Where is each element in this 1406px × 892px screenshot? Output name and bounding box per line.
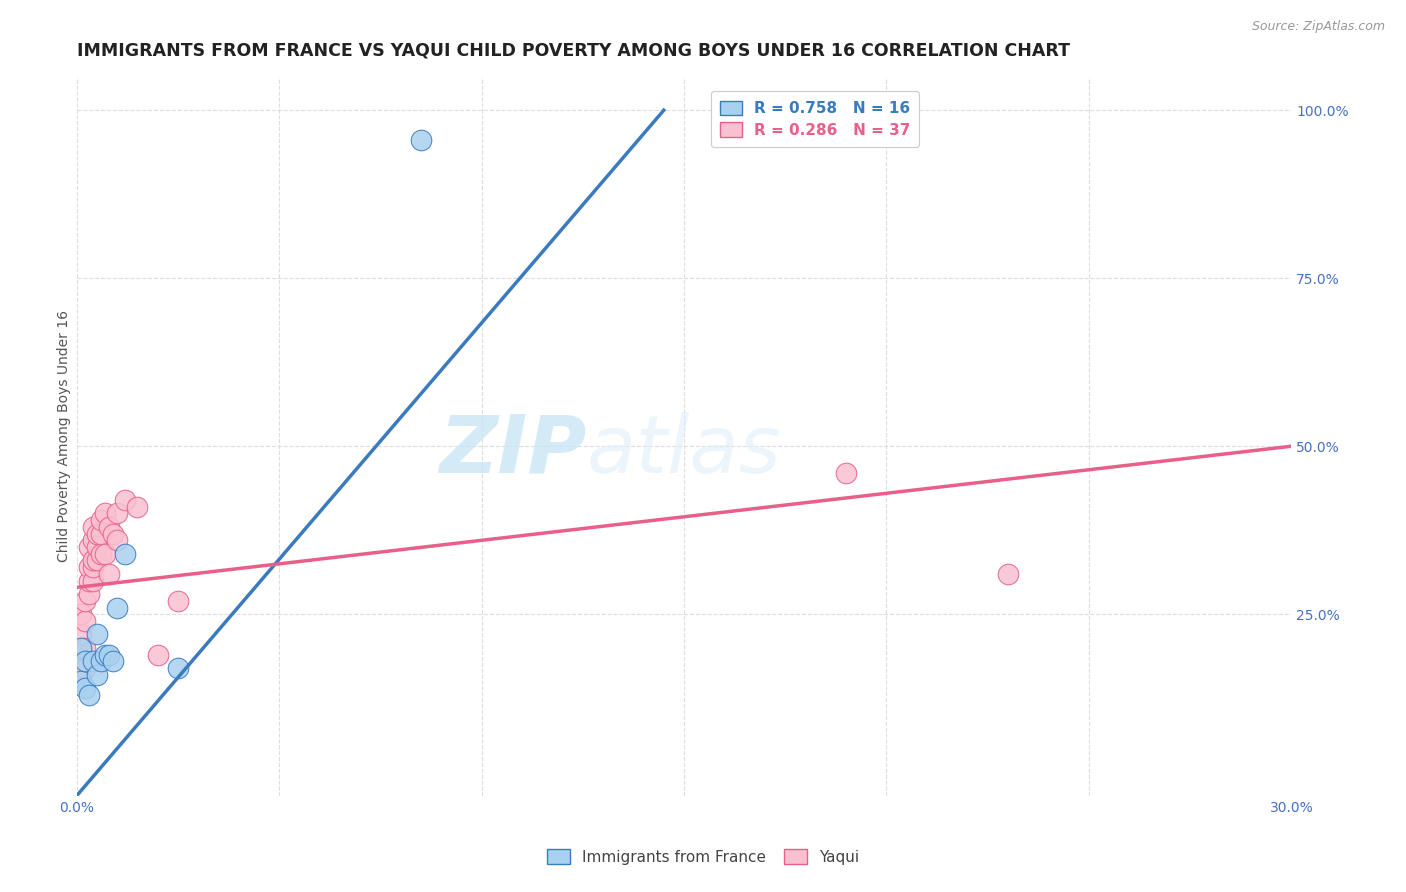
- Point: [167, 661, 190, 675]
- Point: [73, 661, 96, 675]
- Point: [69, 607, 91, 622]
- Point: [69, 627, 91, 641]
- Point: [997, 566, 1019, 581]
- Point: [82, 533, 104, 548]
- Point: [146, 648, 169, 662]
- Point: [73, 594, 96, 608]
- Point: [86, 526, 108, 541]
- Point: [77, 560, 100, 574]
- Point: [105, 507, 128, 521]
- Text: atlas: atlas: [586, 411, 782, 490]
- Point: [90, 547, 112, 561]
- Point: [82, 654, 104, 668]
- Point: [105, 600, 128, 615]
- Point: [835, 466, 858, 480]
- Point: [77, 587, 100, 601]
- Text: Source: ZipAtlas.com: Source: ZipAtlas.com: [1251, 20, 1385, 33]
- Legend: Immigrants from France, Yaqui: Immigrants from France, Yaqui: [540, 843, 866, 871]
- Point: [69, 654, 91, 668]
- Point: [98, 648, 121, 662]
- Point: [94, 547, 117, 561]
- Point: [82, 553, 104, 567]
- Point: [127, 500, 149, 514]
- Point: [90, 526, 112, 541]
- Point: [94, 648, 117, 662]
- Point: [94, 507, 117, 521]
- Point: [86, 667, 108, 681]
- Point: [114, 493, 136, 508]
- Point: [77, 688, 100, 702]
- Point: [69, 674, 91, 689]
- Point: [73, 640, 96, 655]
- Point: [69, 674, 91, 689]
- Point: [82, 574, 104, 588]
- Point: [86, 627, 108, 641]
- Point: [98, 566, 121, 581]
- Point: [90, 654, 112, 668]
- Point: [86, 553, 108, 567]
- Point: [98, 520, 121, 534]
- Point: [73, 681, 96, 695]
- Text: IMMIGRANTS FROM FRANCE VS YAQUI CHILD POVERTY AMONG BOYS UNDER 16 CORRELATION CH: IMMIGRANTS FROM FRANCE VS YAQUI CHILD PO…: [77, 42, 1070, 60]
- Point: [77, 574, 100, 588]
- Point: [77, 540, 100, 554]
- Point: [69, 640, 91, 655]
- Point: [409, 133, 432, 147]
- Point: [86, 540, 108, 554]
- Point: [69, 640, 91, 655]
- Text: ZIP: ZIP: [440, 411, 586, 490]
- Point: [105, 533, 128, 548]
- Point: [82, 560, 104, 574]
- Point: [73, 614, 96, 628]
- Point: [101, 526, 124, 541]
- Point: [90, 513, 112, 527]
- Y-axis label: Child Poverty Among Boys Under 16: Child Poverty Among Boys Under 16: [58, 310, 72, 562]
- Point: [114, 547, 136, 561]
- Legend: R = 0.758   N = 16, R = 0.286   N = 37: R = 0.758 N = 16, R = 0.286 N = 37: [711, 91, 920, 147]
- Point: [167, 594, 190, 608]
- Point: [82, 520, 104, 534]
- Point: [101, 654, 124, 668]
- Point: [73, 654, 96, 668]
